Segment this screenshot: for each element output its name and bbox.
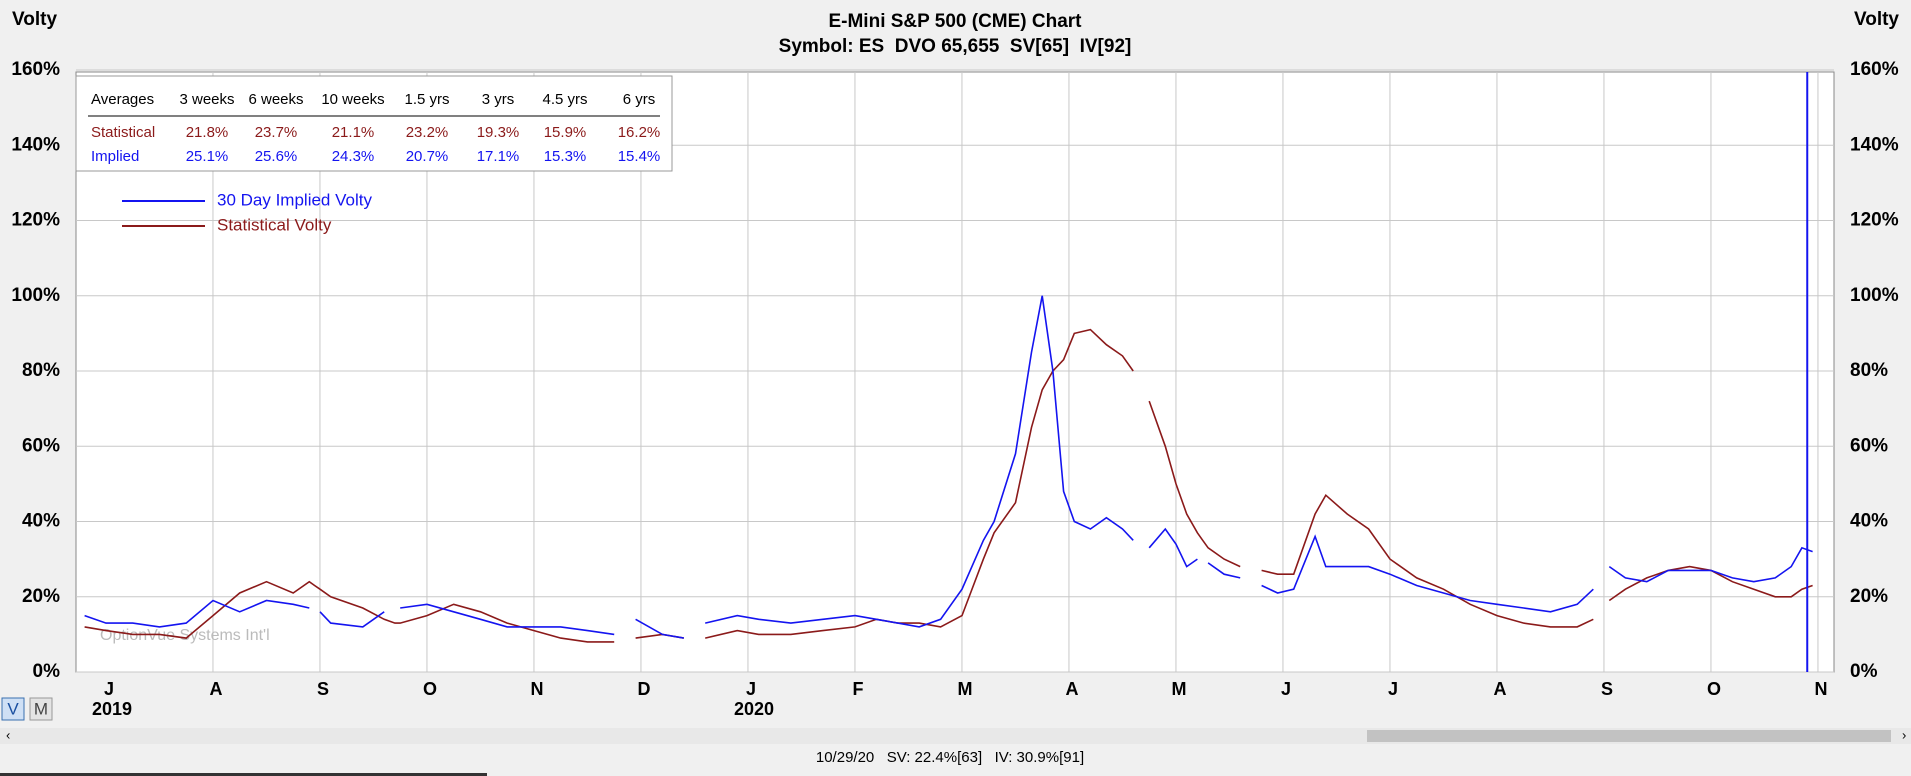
table-header: 4.5 yrs [542,91,587,108]
table-header: 1.5 yrs [404,91,449,108]
scrollbar-thumb[interactable] [1367,730,1891,742]
y-tick-label-right: 40% [1850,511,1888,532]
left-axis-title: Volty [12,9,57,30]
chart-title: E-Mini S&P 500 (CME) Chart [828,11,1082,32]
status-divider [0,773,487,776]
y-tick-label-right: 140% [1850,134,1899,155]
y-tick-label-right: 120% [1850,210,1899,231]
y-tick-label: 40% [22,511,60,532]
table-cell: 24.3% [332,148,375,165]
y-tick-label: 80% [22,360,60,381]
table-cell: Implied [91,148,139,165]
x-tick-label: J [1388,679,1398,699]
table-header: 10 weeks [321,91,384,108]
plot-area [75,71,1835,673]
watermark: OptionVue Systems Int'l [100,627,270,644]
x-tick-label: M [1171,679,1186,699]
y-tick-label: 60% [22,435,60,456]
x-tick-label: N [1814,679,1827,699]
scroll-left[interactable]: ‹ [6,727,10,742]
table-header: 3 weeks [179,91,234,108]
table-header: Averages [91,91,154,108]
year-label: 2020 [734,699,774,719]
button-label: M [34,699,48,718]
y-tick-label: 0% [33,661,61,682]
legend-label: 30 Day Implied Volty [217,190,372,209]
x-tick-label: A [209,679,222,699]
button-label: V [7,699,19,718]
x-tick-label: D [637,679,650,699]
x-tick-label: O [1707,679,1721,699]
x-tick-label: N [530,679,543,699]
table-cell: 21.8% [186,124,229,141]
table-cell: 21.1% [332,124,375,141]
table-header: 3 yrs [482,91,515,108]
averages-table [75,75,673,172]
table-cell: 20.7% [406,148,449,165]
x-tick-label: O [423,679,437,699]
x-tick-label: A [1065,679,1078,699]
table-header: 6 weeks [248,91,303,108]
table-cell: 16.2% [618,124,661,141]
chart-subtitle: Symbol: ES DVO 65,655 SV[65] IV[92] [779,36,1132,57]
scroll-right[interactable]: › [1902,727,1906,742]
y-tick-label: 160% [11,59,60,80]
y-tick-label-right: 0% [1850,661,1878,682]
y-tick-label-right: 60% [1850,435,1888,456]
table-cell: 19.3% [477,124,520,141]
table-cell: 23.2% [406,124,449,141]
x-tick-label: S [317,679,329,699]
x-tick-label: J [104,679,114,699]
y-tick-label: 120% [11,210,60,231]
x-tick-label: J [746,679,756,699]
table-cell: 15.9% [544,124,587,141]
x-tick-label: J [1281,679,1291,699]
table-cell: 15.4% [618,148,661,165]
table-cell: 25.1% [186,148,229,165]
table-cell: 25.6% [255,148,298,165]
status-bar: 10/29/20 SV: 22.4%[63] IV: 30.9%[91] [816,749,1084,766]
legend-label: Statistical Volty [217,215,332,234]
right-axis-title: Volty [1854,9,1899,30]
table-cell: 23.7% [255,124,298,141]
table-cell: Statistical [91,124,155,141]
y-tick-label-right: 20% [1850,586,1888,607]
x-tick-label: F [852,679,863,699]
button[interactable] [29,697,53,721]
table-header: 6 yrs [623,91,656,108]
table-cell: 17.1% [477,148,520,165]
y-tick-label: 140% [11,134,60,155]
y-tick-label-right: 80% [1850,360,1888,381]
x-tick-label: M [957,679,972,699]
y-tick-label-right: 160% [1850,59,1899,80]
button[interactable] [1,697,25,721]
series-line [84,295,1813,639]
x-tick-label: A [1493,679,1506,699]
x-tick-label: S [1601,679,1613,699]
y-tick-label-right: 100% [1850,285,1899,306]
y-tick-label: 100% [11,285,60,306]
table-cell: 15.3% [544,148,587,165]
year-label: 2019 [92,699,132,719]
y-tick-label: 20% [22,586,60,607]
